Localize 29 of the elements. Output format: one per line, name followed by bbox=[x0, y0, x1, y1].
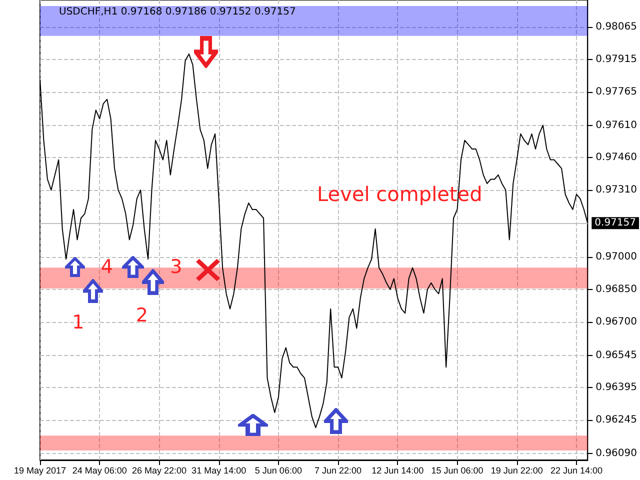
y-tick-label: 0.96545 bbox=[596, 350, 638, 361]
annotation: 4 bbox=[100, 256, 114, 278]
x-tick-label: 7 Jun 22:00 bbox=[314, 466, 362, 476]
y-tick-label: 0.96245 bbox=[596, 414, 638, 426]
x-tick-label: 12 Jun 14:00 bbox=[372, 466, 424, 476]
y-tick-label: 0.96850 bbox=[596, 284, 638, 295]
annotation: 3 bbox=[170, 256, 182, 278]
y-tick-label: 0.97000 bbox=[596, 251, 638, 262]
x-tick-label: 22 Jun 14:00 bbox=[550, 466, 602, 476]
y-tick-label: 0.96700 bbox=[596, 316, 638, 328]
text: USDCHF,H1 0.97168 0.97186 0.97152 0.97157 bbox=[59, 6, 296, 18]
y-tick-label: 0.97915 bbox=[596, 54, 638, 65]
annotation: 1 bbox=[72, 311, 84, 334]
x-tick-label: 19 Jun 22:00 bbox=[490, 466, 543, 476]
x-tick-label: 15 Jun 06:00 bbox=[431, 466, 484, 476]
y-tick-label: 0.97610 bbox=[596, 120, 638, 131]
y-tick-label: 0.97765 bbox=[596, 86, 638, 98]
y-tick-label: 0.96395 bbox=[596, 382, 638, 394]
x-tick-label: 26 May 22:00 bbox=[132, 466, 186, 476]
annotation: 2 bbox=[136, 304, 148, 326]
x-tick-label: 5 Jun 06:00 bbox=[254, 466, 302, 476]
y-tick-label: 0.96090 bbox=[596, 448, 638, 460]
y-tick-label: 0.97460 bbox=[596, 152, 638, 164]
x-tick-label: 31 May 14:00 bbox=[192, 466, 246, 476]
y-tick-label: 0.98065 bbox=[596, 21, 638, 32]
y-tick-label: 0.97310 bbox=[596, 184, 638, 196]
x-tick-label: 24 May 06:00 bbox=[72, 466, 127, 476]
ref-line-label: 0.97157 bbox=[594, 218, 636, 229]
x-tick-label: 19 May 2017 bbox=[14, 466, 66, 476]
